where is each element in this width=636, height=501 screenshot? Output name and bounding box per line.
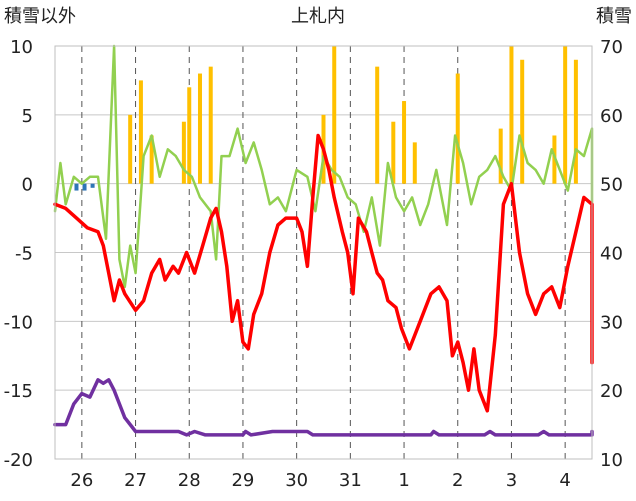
x-tick-label: 31 [339,470,362,491]
right-tick-label: 20 [600,381,623,402]
right-axis-label: 積雪 [596,6,632,27]
left-tick-label: 0 [22,175,33,196]
right-tick-label: 60 [600,106,623,127]
right-tick-label: 30 [600,312,623,333]
precip-bar [375,66,380,184]
left-axis-label: 積雪以外 [4,6,76,27]
precip-bar [509,46,514,184]
precip-bar [128,114,133,184]
precip-bar [391,121,396,184]
precip-bar [412,142,417,184]
temperature-series [53,133,594,413]
right-tick-label: 40 [600,244,623,265]
left-tick-label: -10 [4,312,33,333]
x-tick-label: 27 [124,470,147,491]
precip-bar [138,80,143,184]
x-tick-label: 29 [231,470,254,491]
right-tick-label: 70 [600,37,623,58]
x-tick-label: 4 [559,470,570,491]
axis-ticks: 10 70 5 60 0 50 -5 40 -10 30 -15 20 -20 10 26 27 28 29 30 3… [4,37,623,491]
left-tick-label: -5 [15,244,33,265]
x-tick-label: 2 [452,470,463,491]
left-tick-label: -15 [4,381,33,402]
blue-bar [90,183,95,188]
precip-bar [498,128,503,184]
x-tick-label: 30 [285,470,308,491]
blue-bar [74,183,79,191]
precip-bar [332,46,337,184]
left-tick-label: -20 [4,450,33,471]
right-tick-label: 10 [600,450,623,471]
blue-bar [82,183,87,191]
precip-bar [520,59,525,184]
precip-bar [208,66,213,184]
left-tick-label: 10 [10,37,33,58]
precip-bar [181,121,186,184]
x-tick-label: 28 [178,470,201,491]
precip-bar [573,59,578,184]
precip-bar [197,73,202,184]
green_line-series [53,44,594,289]
precip-bar [455,73,460,184]
chart-title: 上札内 [291,6,345,27]
x-tick-label: 26 [70,470,93,491]
precip-bar [187,87,192,184]
x-tick-label: 1 [398,470,409,491]
left-tick-label: 5 [22,106,33,127]
plot-area [54,45,593,460]
x-tick-label: 3 [506,470,517,491]
precip-bar [149,135,154,184]
precip-bar [563,46,568,184]
precip-bar [402,101,407,184]
right-tick-label: 50 [600,175,623,196]
